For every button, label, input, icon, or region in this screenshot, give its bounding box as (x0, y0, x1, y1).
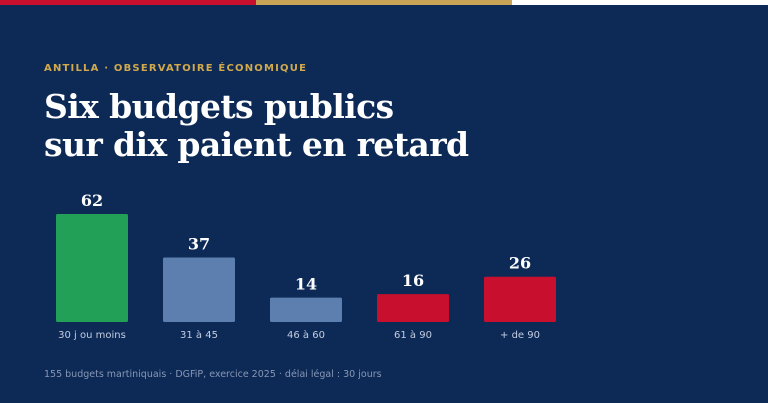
bar-5 (484, 276, 556, 322)
bar-2 (163, 257, 235, 322)
category-label-1: 30 j ou moins (58, 330, 126, 341)
category-label-2: 31 à 45 (180, 329, 218, 341)
category-label-4: 61 à 90 (394, 329, 432, 341)
kicker: ANTILLA · OBSERVATOIRE ÉCONOMIQUE (44, 63, 308, 74)
bar-1 (56, 214, 128, 322)
source-note: 155 budgets martiniquais · DGFiP, exerci… (44, 369, 382, 380)
headline: Six budgets publics sur dix paient en re… (44, 87, 469, 164)
bar-value-label-2: 37 (188, 235, 210, 254)
top-bar-white-segment (512, 0, 768, 5)
bar-value-label-5: 26 (509, 254, 531, 273)
bar-value-label-4: 16 (402, 271, 424, 290)
bar-3 (270, 297, 342, 322)
top-bar-red-segment (0, 0, 256, 5)
top-color-bar (0, 0, 768, 5)
bar-value-label-1: 62 (81, 191, 103, 210)
headline-line-1: Six budgets publics (44, 87, 394, 126)
headline-line-2: sur dix paient en retard (44, 125, 469, 164)
bar-4 (377, 294, 449, 322)
top-bar-gold-segment (256, 0, 512, 5)
category-label-5: + de 90 (500, 330, 540, 341)
bar-value-label-3: 14 (295, 275, 317, 294)
category-label-3: 46 à 60 (287, 329, 325, 341)
